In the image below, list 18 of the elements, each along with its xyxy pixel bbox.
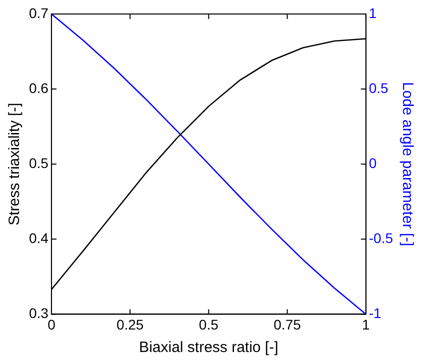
y2-tick-label: 0.5 <box>368 80 389 96</box>
x-axis-title: Biaxial stress ratio [-] <box>139 339 278 356</box>
y2-axis-title: Lode angle parameter [-] <box>398 82 416 246</box>
x-tick-label: 0.5 <box>198 316 219 332</box>
y-tick-label: 0.6 <box>28 80 49 96</box>
y2-tick-label: -0.5 <box>368 230 394 246</box>
y-axis-title: Stress triaxiality [-] <box>6 102 24 226</box>
x-tick-label: 1 <box>362 316 370 332</box>
y2-tick-label: 1 <box>368 4 377 21</box>
x-tick-label: 0.75 <box>274 316 302 332</box>
y-tick-label: 0.4 <box>28 230 49 246</box>
y-tick-label: 0.7 <box>28 4 49 21</box>
y-tick-label: 0.5 <box>28 154 49 171</box>
x-tick-label: 0.25 <box>116 316 144 332</box>
y2-tick-label: -1 <box>368 305 382 322</box>
x-tick-label: 0 <box>48 316 56 332</box>
y2-tick-label: 0 <box>368 154 377 171</box>
y-tick-label: 0.3 <box>28 305 49 322</box>
